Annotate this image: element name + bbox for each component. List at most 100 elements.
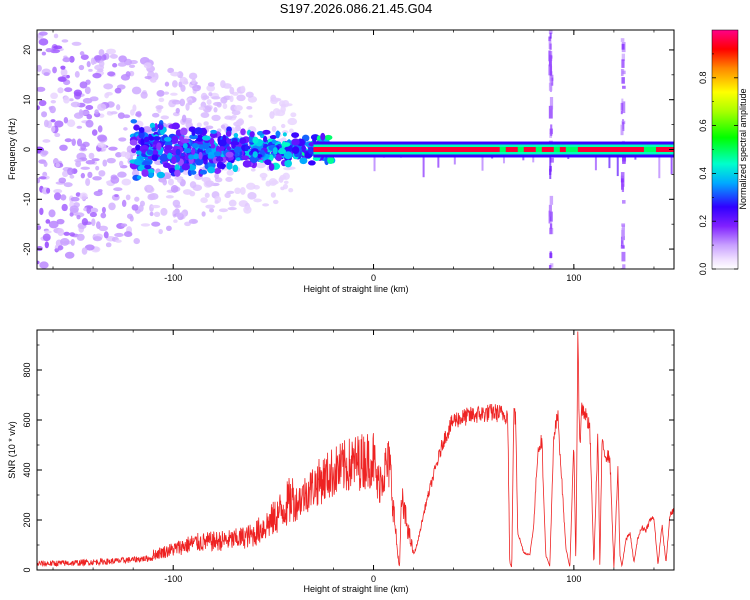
spectrogram-tone-core <box>373 147 381 152</box>
spectrogram-signal-blob <box>230 141 240 146</box>
spectrogram-signal-blob <box>158 125 164 131</box>
spectrogram-noise-blob <box>121 199 127 208</box>
spectrogram-noise-blob <box>76 125 83 129</box>
spectrogram-noise-blob <box>185 121 193 129</box>
spectrogram-noise-blob <box>70 239 75 246</box>
spectrogram-noise-blob <box>97 125 103 133</box>
spectrogram-noise-blob <box>54 248 60 252</box>
spectrogram-noise-blob <box>53 188 63 194</box>
spectrogram-signal-blob <box>133 124 140 131</box>
spectrogram-noise-blob <box>98 225 108 232</box>
spectrogram-streak <box>620 38 625 42</box>
spectrogram-noise-blob <box>149 211 154 217</box>
spectrogram-streak <box>550 77 554 86</box>
spectrogram-noise-blob <box>110 111 118 115</box>
spectrogram-tone-core <box>313 147 320 152</box>
colorbar-tick-label: 0.2 <box>698 215 708 228</box>
spectrogram-noise-blob <box>122 114 131 119</box>
spectrogram-noise-blob <box>85 119 94 128</box>
spectrogram-noise-blob <box>49 105 56 114</box>
spectrogram-noise-blob <box>123 231 133 238</box>
spectrogram-noise-blob <box>216 101 222 108</box>
spectrogram-noise-blob <box>57 87 64 94</box>
figure-title: S197.2026.086.21.45.G04 <box>280 1 433 16</box>
spectrogram-tone-core <box>385 147 393 152</box>
spectrogram-noise-blob <box>84 86 91 95</box>
spectrogram-signal-blob <box>181 163 190 171</box>
spectrogram-noise-blob <box>39 207 44 216</box>
spectrogram-noise-blob <box>107 71 116 77</box>
spectrogram-noise-blob <box>180 84 186 92</box>
spectrogram-tone-core <box>325 147 332 152</box>
spectrogram-noise-blob <box>243 205 252 214</box>
colorbar-tick-label: 0.4 <box>698 167 708 180</box>
spectrogram-signal-blob <box>199 169 208 175</box>
spectrogram-noise-blob <box>53 33 59 39</box>
spectrogram-tone-core <box>481 147 489 152</box>
spectrogram-noise-blob <box>37 225 42 231</box>
spectrogram-signal-blob <box>307 160 316 166</box>
spectrogram-noise-blob <box>91 158 100 162</box>
spectrogram-signal-blob <box>233 133 239 138</box>
spectrogram-tone-core <box>319 147 326 152</box>
spectrogram-noise-blob <box>207 82 215 87</box>
spectrogram-signal-blob <box>146 149 154 156</box>
spectrogram-noise-blob <box>167 67 175 74</box>
spectrogram-noise-blob <box>175 213 183 218</box>
spectrogram-noise-blob <box>247 192 257 200</box>
spectrogram-noise-blob <box>262 203 270 207</box>
colorbar: 0.0 0.2 0.4 0.6 0.8 Normalized spectral ampl… <box>698 29 748 275</box>
spectrogram-noise-blob <box>287 117 298 126</box>
spectrogram-noise-blob <box>38 99 47 107</box>
spectrogram-tone-core <box>547 147 555 152</box>
spectrogram-noise-blob <box>97 134 107 142</box>
spectrogram-noise-blob <box>109 53 118 59</box>
spectrogram-noise-blob <box>70 101 81 108</box>
spectrogram-noise-blob <box>62 57 71 63</box>
spectrogram-noise-blob <box>69 232 76 237</box>
spectrogram-noise-blob <box>203 121 209 126</box>
spectrogram-signal-blob <box>275 154 282 162</box>
spectrogram-noise-blob <box>57 245 64 251</box>
spectrogram-noise-blob <box>93 190 103 197</box>
spectrogram-noise-blob <box>129 109 135 116</box>
spectrogram-tone-core <box>421 147 429 152</box>
spectrogram-noise-blob <box>117 62 127 67</box>
spectrogram-signal-blob <box>130 119 138 124</box>
spectrogram-noise-blob <box>202 95 210 100</box>
spectrogram-noise-blob <box>45 47 53 53</box>
spectrogram-noise-blob <box>106 157 116 164</box>
spectrogram-noise-blob <box>114 232 124 237</box>
spectrogram-noise-blob <box>66 119 76 128</box>
spectrogram-streak <box>620 124 624 136</box>
spectrogram-noise-blob <box>228 199 237 207</box>
spectrogram-tone-core <box>523 147 531 152</box>
spectrogram-streak <box>622 264 626 269</box>
spectrogram-streak <box>548 36 551 42</box>
spectrogram-noise-blob <box>37 260 40 265</box>
spectrogram-noise-blob <box>48 220 59 229</box>
spectrogram-noise-blob <box>240 85 246 93</box>
spectrogram-noise-blob <box>204 192 210 198</box>
spectrogram-noise-blob <box>69 205 79 213</box>
spectrogram-noise-blob <box>86 206 91 214</box>
spectrogram-noise-blob <box>211 114 221 122</box>
spectrogram-noise-blob <box>80 143 87 151</box>
spectrogram-noise-blob <box>107 111 112 115</box>
spectrogram-noise-blob <box>56 218 65 225</box>
spectrogram-noise-blob <box>37 64 42 72</box>
spectrogram-tone-core <box>445 147 453 152</box>
spectrogram-tone-core <box>661 147 669 152</box>
spectrogram-ylabel: Frequency (Hz) <box>7 118 17 180</box>
y-tick-label: 200 <box>22 512 32 527</box>
spectrogram-tone-core <box>535 147 543 152</box>
spectrogram-noise-blob <box>271 125 277 133</box>
spectrogram-signal-blob <box>275 130 280 139</box>
spectrogram-noise-blob <box>79 51 85 56</box>
spectrogram-signal-blob <box>198 151 203 160</box>
spectrogram-streak <box>548 50 551 62</box>
spectrogram-signal-blob <box>268 163 275 171</box>
spectrogram-noise-blob <box>89 96 99 102</box>
spectrogram-noise-blob <box>151 221 161 227</box>
